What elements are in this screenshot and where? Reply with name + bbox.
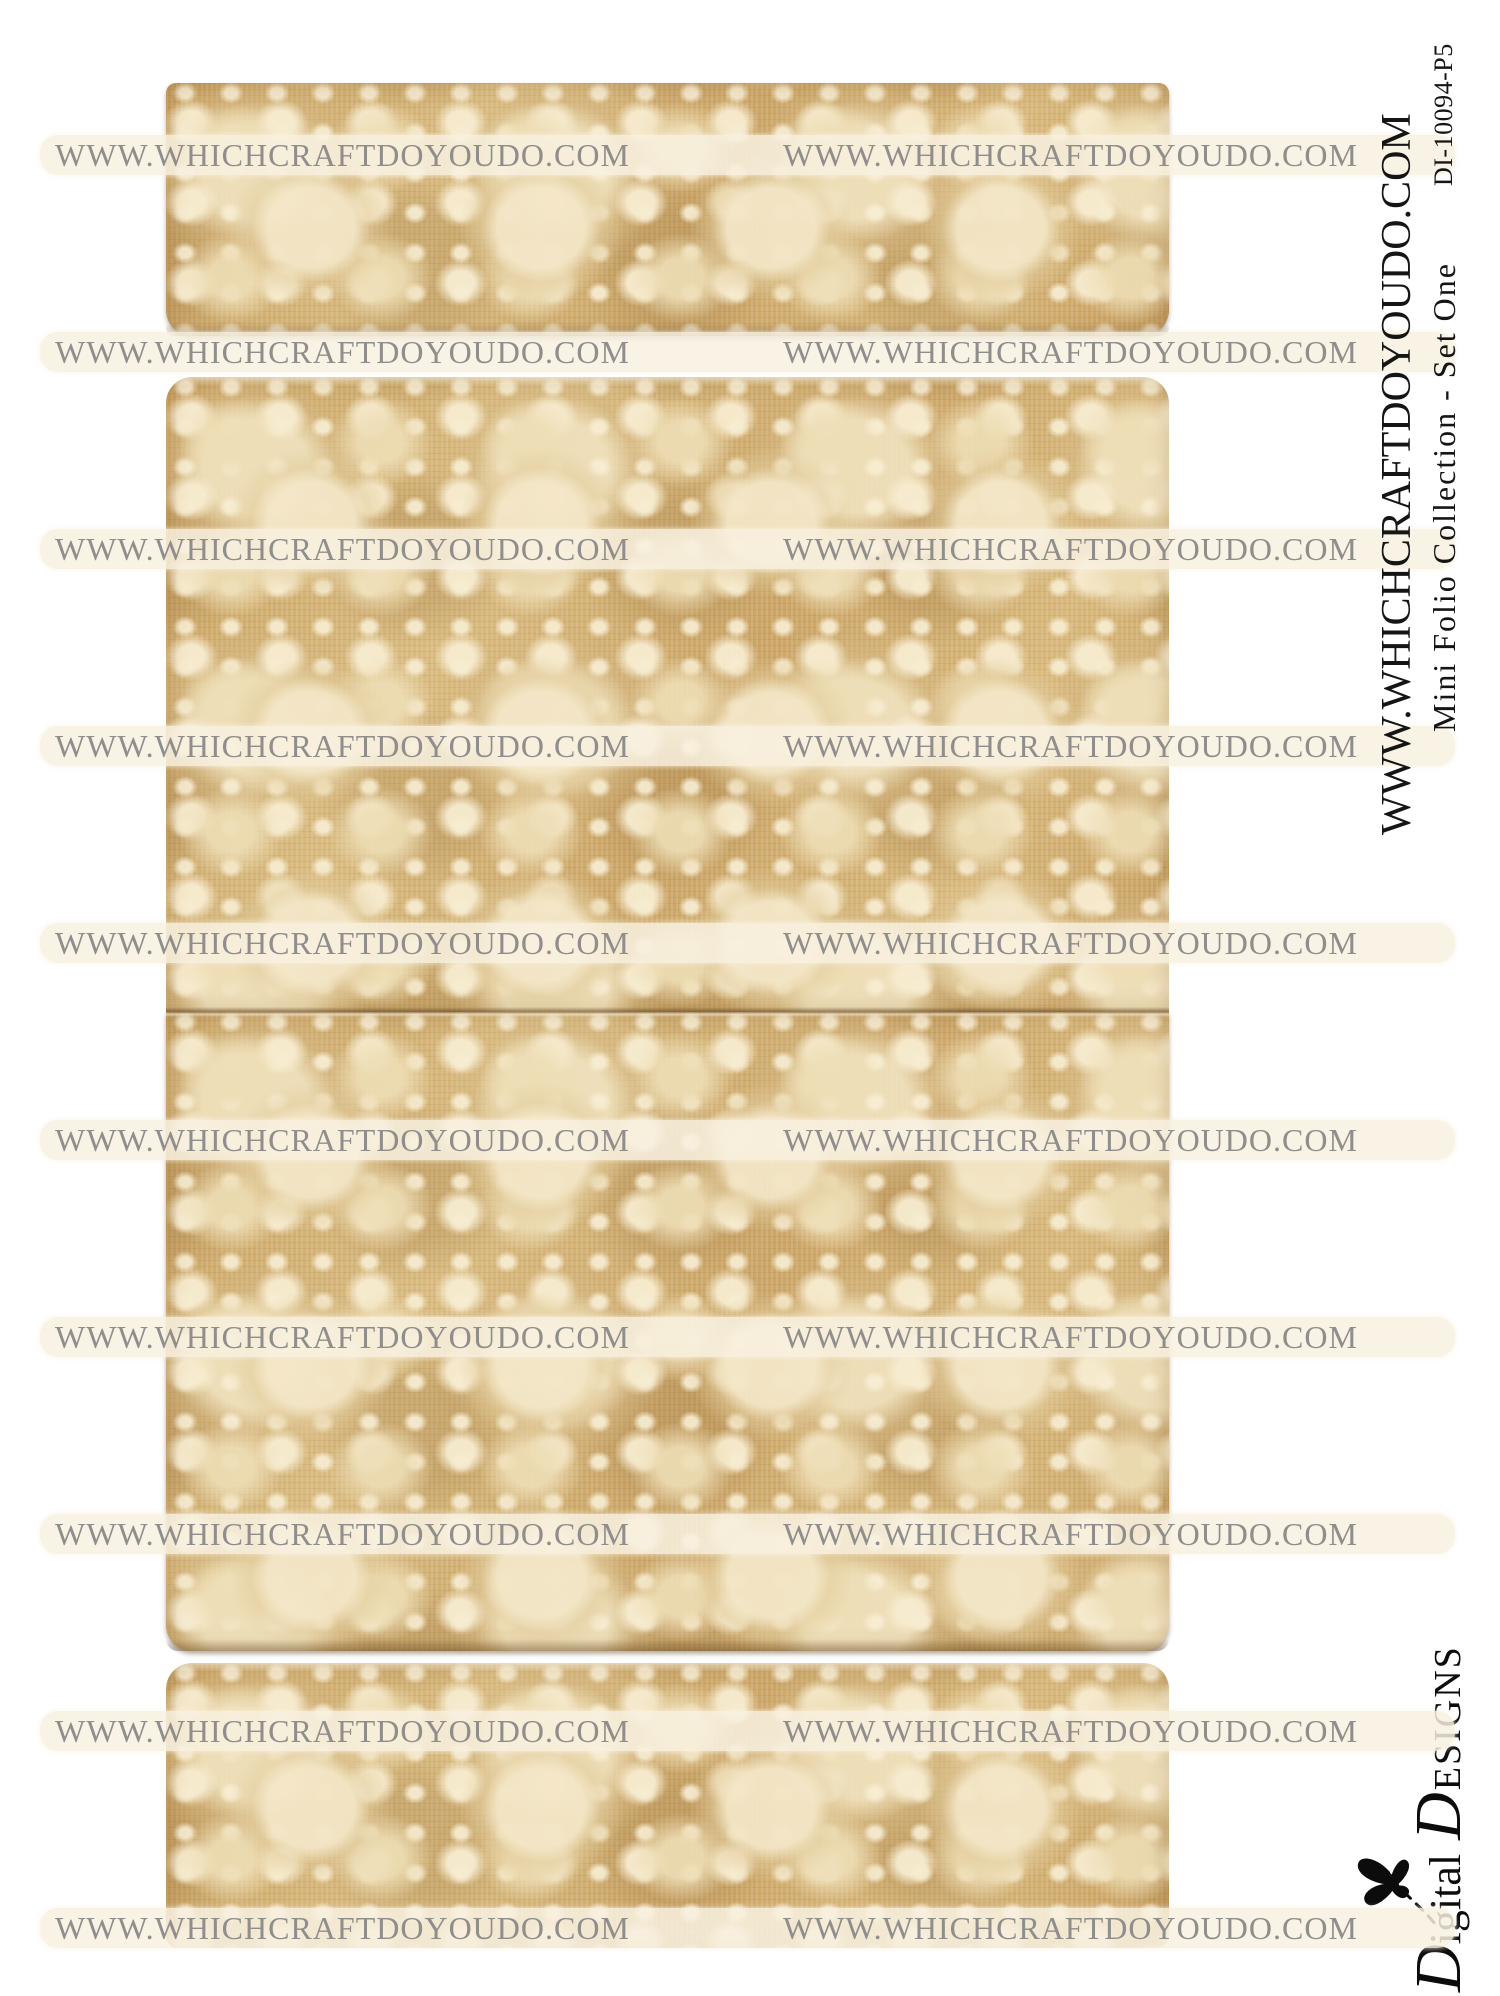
watermark-text: WWW.WHICHCRAFTDOYOUDO.COM	[55, 334, 630, 370]
watermark-text: WWW.WHICHCRAFTDOYOUDO.COM	[783, 1319, 1358, 1355]
watermark-row: WWW.WHICHCRAFTDOYOUDO.COM WWW.WHICHCRAFT…	[40, 135, 1455, 175]
watermark-text: WWW.WHICHCRAFTDOYOUDO.COM	[55, 1122, 630, 1158]
watermark-text: WWW.WHICHCRAFTDOYOUDO.COM	[783, 925, 1358, 961]
pattern-panel-upper	[166, 377, 1169, 1012]
watermark-text: WWW.WHICHCRAFTDOYOUDO.COM	[783, 1516, 1358, 1552]
watermark-text: WWW.WHICHCRAFTDOYOUDO.COM	[783, 1910, 1358, 1946]
watermark-row: WWW.WHICHCRAFTDOYOUDO.COM WWW.WHICHCRAFT…	[40, 529, 1455, 569]
watermark-row: WWW.WHICHCRAFTDOYOUDO.COM WWW.WHICHCRAFT…	[40, 726, 1455, 766]
watermark-text: WWW.WHICHCRAFTDOYOUDO.COM	[783, 334, 1358, 370]
watermark-row: WWW.WHICHCRAFTDOYOUDO.COM WWW.WHICHCRAFT…	[40, 1514, 1455, 1554]
watermark-text: WWW.WHICHCRAFTDOYOUDO.COM	[55, 1319, 630, 1355]
watermark-row: WWW.WHICHCRAFTDOYOUDO.COM WWW.WHICHCRAFT…	[40, 1711, 1455, 1751]
watermark-text: WWW.WHICHCRAFTDOYOUDO.COM	[783, 137, 1358, 173]
watermark-text: WWW.WHICHCRAFTDOYOUDO.COM	[55, 728, 630, 764]
vertical-site-url: WWW.WHICHCRAFTDOYOUDO.COM	[1374, 113, 1420, 835]
watermark-text: WWW.WHICHCRAFTDOYOUDO.COM	[55, 1516, 630, 1552]
watermark-row: WWW.WHICHCRAFTDOYOUDO.COM WWW.WHICHCRAFT…	[40, 1120, 1455, 1160]
collection-title: Mini Folio Collection - Set One	[1426, 262, 1462, 732]
watermark-text: WWW.WHICHCRAFTDOYOUDO.COM	[55, 1713, 630, 1749]
watermark-text: WWW.WHICHCRAFTDOYOUDO.COM	[783, 531, 1358, 567]
watermark-row: WWW.WHICHCRAFTDOYOUDO.COM WWW.WHICHCRAFT…	[40, 332, 1455, 372]
pattern-panel-bottom-flap	[166, 1663, 1169, 1948]
fold-crease-line	[166, 1007, 1169, 1017]
watermark-text: WWW.WHICHCRAFTDOYOUDO.COM	[55, 531, 630, 567]
watermark-row: WWW.WHICHCRAFTDOYOUDO.COM WWW.WHICHCRAFT…	[40, 1908, 1455, 1948]
watermark-text: WWW.WHICHCRAFTDOYOUDO.COM	[55, 137, 630, 173]
watermark-text: WWW.WHICHCRAFTDOYOUDO.COM	[55, 1910, 630, 1946]
pattern-panel-top-flap	[166, 83, 1169, 336]
watermark-text: WWW.WHICHCRAFTDOYOUDO.COM	[783, 1713, 1358, 1749]
watermark-text: WWW.WHICHCRAFTDOYOUDO.COM	[55, 925, 630, 961]
watermark-text: WWW.WHICHCRAFTDOYOUDO.COM	[783, 728, 1358, 764]
watermark-row: WWW.WHICHCRAFTDOYOUDO.COM WWW.WHICHCRAFT…	[40, 1317, 1455, 1357]
product-code: DI-10094-P5	[1429, 43, 1458, 186]
watermark-row: WWW.WHICHCRAFTDOYOUDO.COM WWW.WHICHCRAFT…	[40, 923, 1455, 963]
watermark-text: WWW.WHICHCRAFTDOYOUDO.COM	[783, 1122, 1358, 1158]
